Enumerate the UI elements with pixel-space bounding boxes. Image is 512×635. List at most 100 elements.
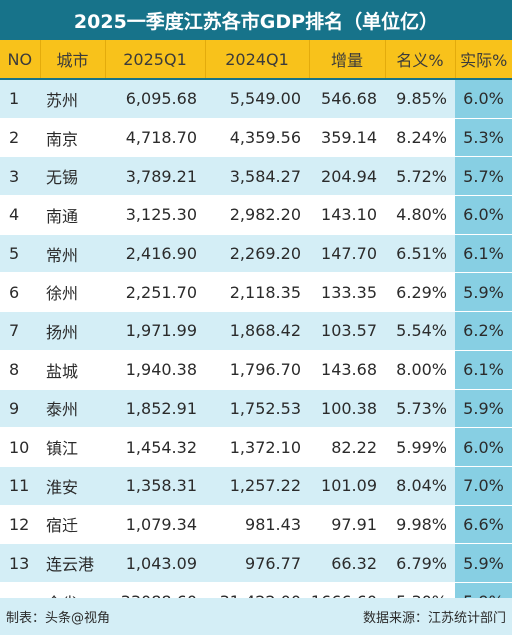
- cell-2025q1: 2,416.90: [105, 234, 205, 274]
- cell-increase: 103.57: [309, 311, 385, 351]
- cell-increase: 546.68: [309, 79, 385, 119]
- cell-2025q1: 1,940.38: [105, 350, 205, 390]
- cell-increase: 133.35: [309, 272, 385, 313]
- cell-2024q1: 1,257.22: [205, 466, 309, 506]
- cell-nominal: 5.99%: [385, 427, 455, 467]
- table-row: 4 南通 3,125.30 2,982.20 143.10 4.80% 6.0%: [0, 195, 512, 235]
- table-row: 10 镇江 1,454.32 1,372.10 82.22 5.99% 6.0%: [0, 427, 512, 467]
- cell-no: 5: [0, 234, 40, 274]
- cell-2024q1: 2,982.20: [205, 195, 309, 235]
- table-row: 13 连云港 1,043.09 976.77 66.32 6.79% 5.9%: [0, 543, 512, 583]
- cell-2024q1: 4,359.56: [205, 118, 309, 158]
- table-row: 2 南京 4,718.70 4,359.56 359.14 8.24% 5.3%: [0, 118, 512, 158]
- header-2025q1: 2025Q1: [105, 40, 206, 80]
- cell-2025q1: 3,125.30: [105, 195, 205, 235]
- cell-2025q1: 1,454.32: [105, 427, 205, 467]
- cell-no: 7: [0, 311, 40, 351]
- table-body: 1 苏州 6,095.68 5,549.00 546.68 9.85% 6.0% 2 南京 4,7…: [0, 79, 512, 622]
- cell-real: 6.1%: [455, 234, 512, 274]
- cell-nominal: 4.80%: [385, 195, 455, 235]
- cell-increase: 143.68: [309, 350, 385, 390]
- cell-no: 4: [0, 195, 40, 235]
- cell-real: 6.1%: [455, 350, 512, 390]
- cell-nominal: 6.51%: [385, 234, 455, 274]
- cell-no: 1: [0, 79, 40, 119]
- header-2024q1: 2024Q1: [205, 40, 310, 80]
- cell-nominal: 9.98%: [385, 505, 455, 545]
- cell-no: 6: [0, 272, 40, 313]
- header-city: 城市: [40, 40, 106, 80]
- cell-2024q1: 981.43: [205, 505, 309, 545]
- cell-increase: 143.10: [309, 195, 385, 235]
- header-nominal: 名义%: [385, 40, 456, 80]
- table-header-row: NO 城市 2025Q1 2024Q1 增量 名义% 实际%: [0, 40, 512, 80]
- header-real: 实际%: [455, 40, 512, 80]
- table-row: 7 扬州 1,971.99 1,868.42 103.57 5.54% 6.2%: [0, 311, 512, 351]
- cell-increase: 82.22: [309, 427, 385, 467]
- cell-no: 9: [0, 389, 40, 429]
- cell-increase: 97.91: [309, 505, 385, 545]
- cell-increase: 147.70: [309, 234, 385, 274]
- cell-city: 苏州: [40, 79, 105, 119]
- cell-increase: 101.09: [309, 466, 385, 506]
- header-no: NO: [0, 40, 41, 80]
- table-row: 11 淮安 1,358.31 1,257.22 101.09 8.04% 7.0%: [0, 466, 512, 506]
- table-row: 8 盐城 1,940.38 1,796.70 143.68 8.00% 6.1%: [0, 350, 512, 390]
- footer: 制表：头条@视角 数据来源：江苏统计部门: [0, 598, 512, 635]
- cell-city: 盐城: [40, 350, 105, 390]
- cell-nominal: 5.54%: [385, 311, 455, 351]
- cell-city: 连云港: [40, 543, 105, 583]
- cell-2025q1: 1,852.91: [105, 389, 205, 429]
- footer-source: 数据来源：江苏统计部门: [362, 611, 506, 626]
- footer-author: 制表：头条@视角: [6, 611, 111, 626]
- cell-city: 徐州: [40, 272, 105, 313]
- cell-real: 6.0%: [455, 427, 512, 467]
- cell-no: 12: [0, 505, 40, 545]
- cell-increase: 359.14: [309, 118, 385, 158]
- cell-2024q1: 1,868.42: [205, 311, 309, 351]
- cell-2024q1: 3,584.27: [205, 156, 309, 197]
- cell-no: 8: [0, 350, 40, 390]
- cell-nominal: 8.00%: [385, 350, 455, 390]
- cell-no: 3: [0, 156, 40, 197]
- cell-2025q1: 1,358.31: [105, 466, 205, 506]
- cell-city: 无锡: [40, 156, 105, 197]
- cell-city: 淮安: [40, 466, 105, 506]
- cell-no: 2: [0, 118, 40, 158]
- table-row: 5 常州 2,416.90 2,269.20 147.70 6.51% 6.1%: [0, 234, 512, 274]
- cell-real: 5.7%: [455, 156, 512, 197]
- cell-nominal: 9.85%: [385, 79, 455, 119]
- cell-increase: 204.94: [309, 156, 385, 197]
- cell-real: 5.9%: [455, 543, 512, 583]
- cell-2024q1: 2,269.20: [205, 234, 309, 274]
- cell-no: 10: [0, 427, 40, 467]
- page-title: 2025一季度江苏各市GDP排名（单位亿）: [0, 0, 512, 40]
- cell-city: 扬州: [40, 311, 105, 351]
- cell-2025q1: 1,043.09: [105, 543, 205, 583]
- table-row: 1 苏州 6,095.68 5,549.00 546.68 9.85% 6.0%: [0, 79, 512, 119]
- cell-real: 5.9%: [455, 272, 512, 313]
- cell-real: 7.0%: [455, 466, 512, 506]
- header-increase: 增量: [309, 40, 386, 80]
- cell-real: 5.9%: [455, 389, 512, 429]
- cell-2024q1: 1,796.70: [205, 350, 309, 390]
- cell-2024q1: 1,372.10: [205, 427, 309, 467]
- table-row: 12 宿迁 1,079.34 981.43 97.91 9.98% 6.6%: [0, 505, 512, 545]
- cell-increase: 66.32: [309, 543, 385, 583]
- cell-city: 泰州: [40, 389, 105, 429]
- cell-2025q1: 2,251.70: [105, 272, 205, 313]
- cell-2025q1: 3,789.21: [105, 156, 205, 197]
- cell-2025q1: 4,718.70: [105, 118, 205, 158]
- cell-city: 南通: [40, 195, 105, 235]
- cell-real: 6.6%: [455, 505, 512, 545]
- cell-city: 南京: [40, 118, 105, 158]
- cell-nominal: 8.24%: [385, 118, 455, 158]
- cell-city: 常州: [40, 234, 105, 274]
- cell-no: 13: [0, 543, 40, 583]
- cell-nominal: 8.04%: [385, 466, 455, 506]
- table-row: 9 泰州 1,852.91 1,752.53 100.38 5.73% 5.9%: [0, 389, 512, 429]
- cell-2025q1: 1,079.34: [105, 505, 205, 545]
- cell-2025q1: 1,971.99: [105, 311, 205, 351]
- cell-city: 宿迁: [40, 505, 105, 545]
